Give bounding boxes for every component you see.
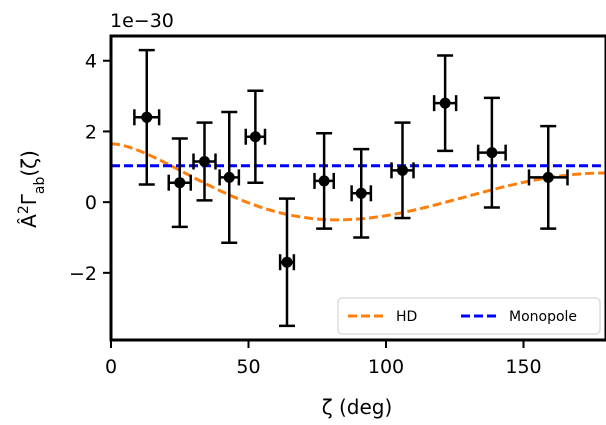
data-marker	[249, 131, 261, 143]
data-marker	[397, 164, 408, 176]
data-marker	[355, 187, 367, 199]
data-point	[133, 48, 161, 186]
y-tick-label: −2	[69, 263, 97, 285]
legend-monopole-label: Monopole	[509, 309, 577, 325]
data-marker	[486, 147, 498, 159]
data-point	[390, 121, 415, 220]
ticks-layer: 0 50 100 150 −2 0 2 4	[69, 51, 542, 378]
x-tick-label: 50	[236, 356, 260, 378]
data-point	[244, 89, 267, 184]
x-axis-label: ζ (deg)	[322, 395, 393, 419]
offset-text: 1e−30	[110, 10, 174, 32]
data-point	[527, 124, 569, 230]
y-tick-label: 2	[85, 121, 97, 143]
plot-content	[110, 48, 606, 328]
data-marker	[439, 97, 451, 109]
data-point	[313, 131, 335, 230]
data-marker	[223, 171, 235, 183]
legend: HD Monopole	[337, 297, 601, 335]
plot-frame	[109, 34, 606, 342]
data-point	[192, 121, 217, 202]
data-point	[432, 54, 458, 153]
y-tick-label: 4	[85, 51, 97, 73]
data-point	[350, 147, 373, 239]
data-point	[167, 137, 192, 229]
data-marker	[318, 175, 330, 187]
x-tick-label: 100	[368, 356, 404, 378]
y-axis-label: Â2Γab(ζ)	[16, 150, 48, 228]
legend-hd-label: HD	[396, 309, 417, 325]
x-tick-label: 0	[105, 356, 117, 378]
y-tick-label: 0	[85, 192, 97, 214]
data-point	[278, 197, 296, 328]
data-marker	[174, 177, 186, 189]
data-point	[476, 96, 507, 209]
data-marker	[141, 111, 153, 123]
data-marker	[542, 171, 554, 183]
hd-curve	[110, 142, 606, 222]
x-tick-label: 150	[505, 356, 541, 378]
data-marker	[199, 155, 210, 167]
data-point	[218, 110, 241, 245]
data-marker	[281, 256, 293, 268]
